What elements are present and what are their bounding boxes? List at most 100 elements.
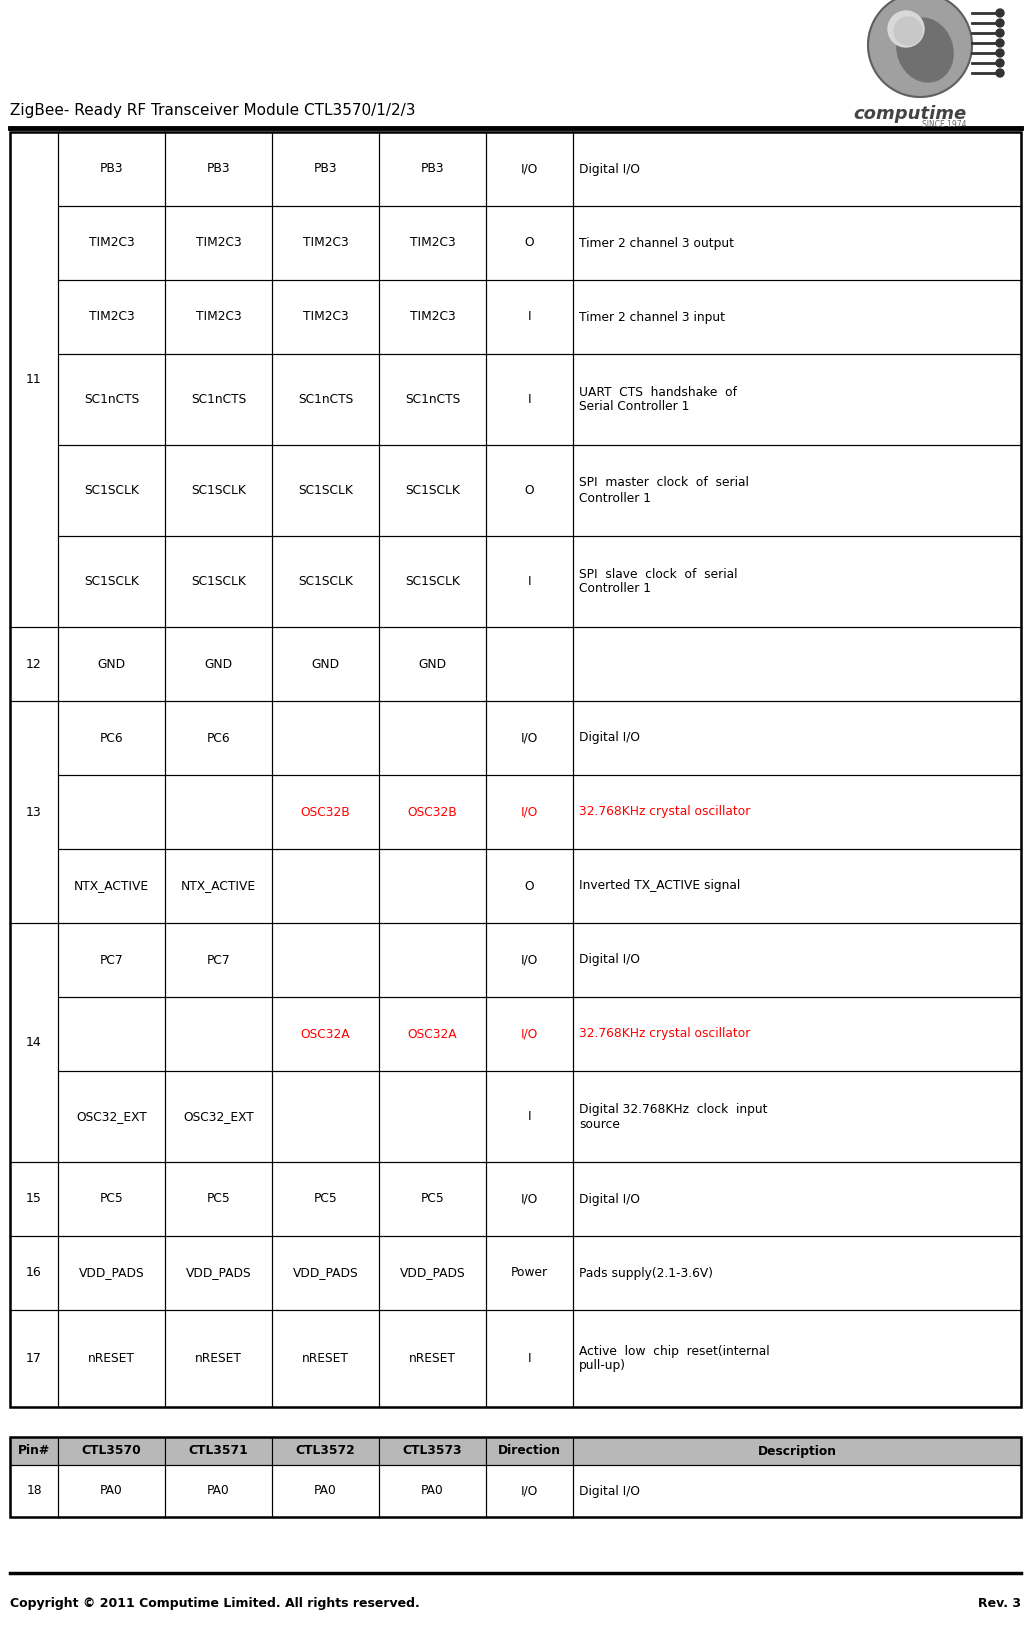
Bar [272,206,379,280]
Text: NTX_ACTIVE: NTX_ACTIVE [74,879,149,892]
Bar [165,1436,272,1466]
Text: O: O [525,484,534,497]
Text: SC1nCTS: SC1nCTS [298,393,354,406]
Text: SC1nCTS: SC1nCTS [84,393,139,406]
Bar [379,1071,486,1162]
Text: SINCE 1974: SINCE 1974 [923,120,967,128]
Bar [379,1237,486,1310]
Bar [165,1071,272,1162]
Bar [379,536,486,627]
Bar [573,700,1021,775]
Text: SC1SCLK: SC1SCLK [405,484,460,497]
Text: PC7: PC7 [100,954,124,967]
Bar [379,354,486,445]
Bar [165,132,272,206]
Bar [379,775,486,848]
Text: SC1SCLK: SC1SCLK [85,484,139,497]
Text: OSC32B: OSC32B [407,806,458,819]
Text: O: O [525,237,534,250]
Text: SC1SCLK: SC1SCLK [191,484,246,497]
Circle shape [996,39,1004,47]
Text: OSC32_EXT: OSC32_EXT [184,1110,254,1123]
Text: NTX_ACTIVE: NTX_ACTIVE [180,879,256,892]
Text: 15: 15 [26,1193,42,1206]
Bar [165,923,272,998]
Bar [573,998,1021,1071]
Circle shape [894,16,922,46]
Text: computime: computime [854,106,967,124]
Text: Digital I/O: Digital I/O [579,162,640,176]
Text: Timer 2 channel 3 input: Timer 2 channel 3 input [579,310,725,323]
Bar [379,848,486,923]
Text: Digital I/O: Digital I/O [579,954,640,967]
Text: Description: Description [758,1445,836,1458]
Bar [58,445,165,536]
Bar [486,354,573,445]
Bar [486,848,573,923]
Bar [58,1436,165,1466]
Bar [486,1237,573,1310]
Text: ZigBee- Ready RF Transceiver Module CTL3570/1/2/3: ZigBee- Ready RF Transceiver Module CTL3… [10,102,415,119]
Text: I: I [528,1110,531,1123]
Bar [573,206,1021,280]
Bar [58,1071,165,1162]
Ellipse shape [897,18,953,81]
Text: Digital I/O: Digital I/O [579,731,640,744]
Text: SPI  master  clock  of  serial
Controller 1: SPI master clock of serial Controller 1 [579,476,749,504]
Bar [10,1466,58,1518]
Bar [58,923,165,998]
Text: I/O: I/O [521,1485,538,1498]
Bar [10,1162,58,1237]
Bar [573,923,1021,998]
Bar [573,1162,1021,1237]
Bar [573,1237,1021,1310]
Bar [486,206,573,280]
Bar [10,1237,58,1310]
Bar [58,1310,165,1407]
Text: nRESET: nRESET [302,1352,348,1365]
Text: TIM2C3: TIM2C3 [409,310,456,323]
Text: I: I [528,1352,531,1365]
Bar [486,1436,573,1466]
Text: Timer 2 channel 3 output: Timer 2 channel 3 output [579,237,734,250]
Circle shape [996,58,1004,67]
Text: SC1nCTS: SC1nCTS [405,393,460,406]
Text: PC6: PC6 [100,731,124,744]
Bar [379,1310,486,1407]
Bar [165,1310,272,1407]
Text: OSC32A: OSC32A [407,1027,458,1040]
Text: PC5: PC5 [100,1193,124,1206]
Bar [379,1466,486,1518]
Text: Direction: Direction [498,1445,561,1458]
Bar [10,132,58,627]
Text: 32.768KHz crystal oscillator: 32.768KHz crystal oscillator [579,806,751,819]
Bar [272,280,379,354]
Circle shape [996,20,1004,28]
Bar [573,627,1021,700]
Bar [165,848,272,923]
Text: OSC32B: OSC32B [301,806,351,819]
Bar [58,848,165,923]
Bar [486,536,573,627]
Text: 11: 11 [26,374,42,387]
Bar [165,445,272,536]
Bar [165,1162,272,1237]
Bar [272,998,379,1071]
Text: Copyright © 2011 Computime Limited. All rights reserved.: Copyright © 2011 Computime Limited. All … [10,1597,420,1610]
Bar [379,998,486,1071]
Bar [272,1162,379,1237]
Bar [272,1071,379,1162]
Text: PA0: PA0 [314,1485,337,1498]
Text: 32.768KHz crystal oscillator: 32.768KHz crystal oscillator [579,1027,751,1040]
Bar [272,354,379,445]
Bar [573,775,1021,848]
Bar [573,1071,1021,1162]
Bar [486,1071,573,1162]
Text: Pin#: Pin# [18,1445,51,1458]
Bar [272,775,379,848]
Bar [486,132,573,206]
Text: VDD_PADS: VDD_PADS [293,1266,359,1279]
Text: I/O: I/O [521,1193,538,1206]
Text: CTL3573: CTL3573 [403,1445,462,1458]
Text: Inverted TX_ACTIVE signal: Inverted TX_ACTIVE signal [579,879,740,892]
